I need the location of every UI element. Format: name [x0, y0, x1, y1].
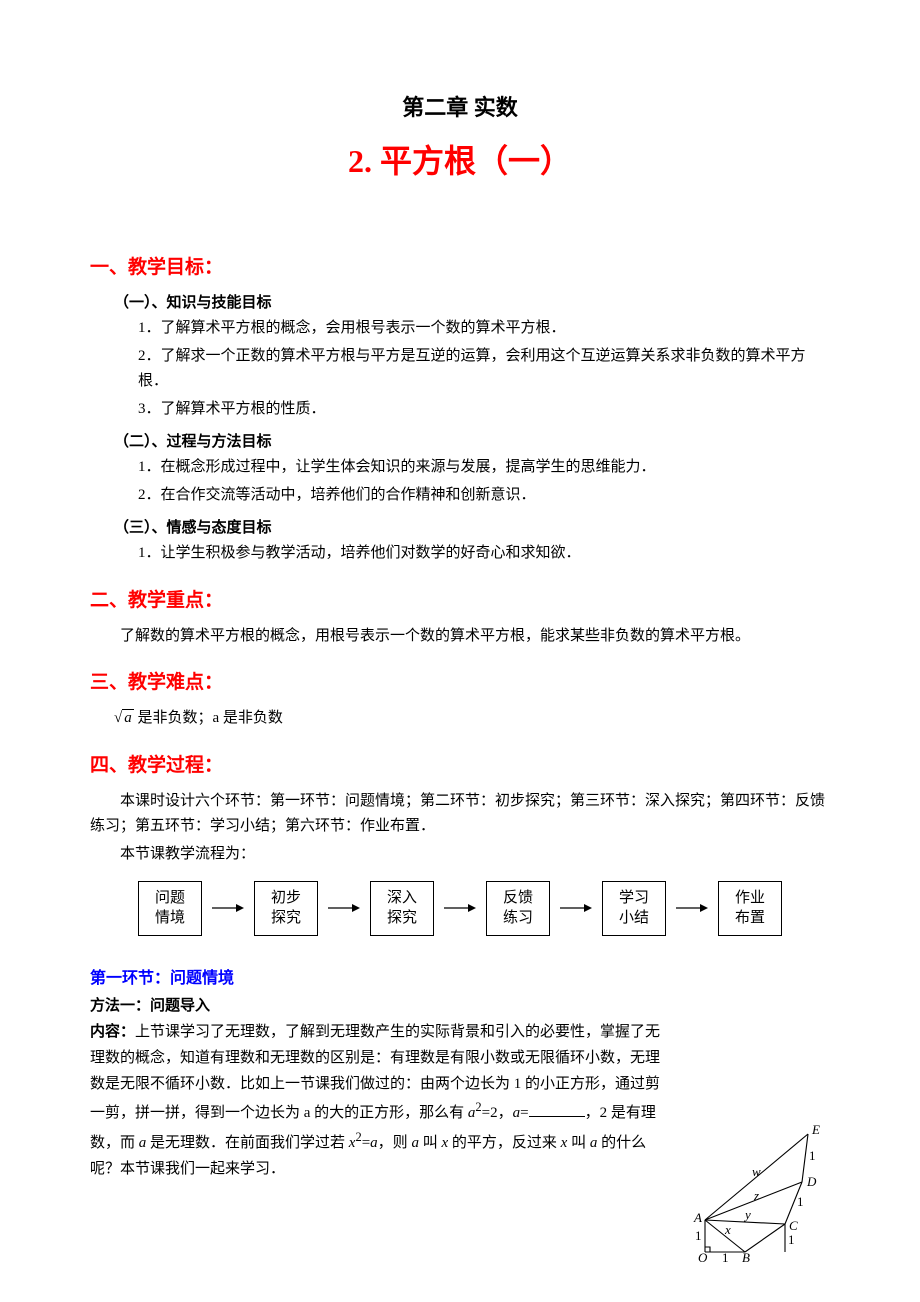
flow-intro: 本节课教学流程为： [90, 842, 830, 868]
goals-sub1-heading: （一）、知识与技能目标 [114, 291, 830, 312]
flow-node-2: 初步 探究 [254, 881, 318, 936]
flow-node-1-l1: 问题 [155, 890, 185, 906]
stage1-heading: 第一环节：问题情境 [90, 964, 830, 988]
focus-text: 了解数的算术平方根的概念，用根号表示一个数的算术平方根，能求某些非负数的算术平方… [90, 624, 830, 650]
goals-sub3-item1: 1．让学生积极参与教学活动，培养他们对数学的好奇心和求知欲． [138, 541, 830, 567]
blank-input [529, 1103, 585, 1118]
eq2-mid: ，则 [378, 1135, 412, 1151]
lesson-title: 2. 平方根（一） [90, 136, 830, 182]
sqrt-prefix: √ [114, 710, 122, 726]
flowchart: 问题 情境 初步 探究 深入 探究 反馈 练习 学习 小结 [90, 881, 830, 936]
fig-one-OA: 1 [695, 1228, 702, 1243]
difficulty-text: √a 是非负数；a 是非负数 [114, 706, 830, 732]
flow-node-5-l1: 学习 [619, 890, 649, 906]
section-focus-heading: 二、教学重点： [90, 585, 830, 612]
flow-node-2-l2: 探究 [271, 910, 301, 926]
sqrt-radicand: a [122, 709, 134, 726]
goals-sub2-item1: 1．在概念形成过程中，让学生体会知识的来源与发展，提高学生的思维能力． [138, 455, 830, 481]
method1-heading: 方法一：问题导入 [90, 994, 830, 1015]
fig-label-O: O [698, 1250, 708, 1262]
fig-label-C: C [789, 1218, 798, 1233]
fig-label-E: E [811, 1122, 820, 1137]
flow-node-3: 深入 探究 [370, 881, 434, 936]
goals-sub1-item3: 3．了解算术平方根的性质． [138, 397, 830, 423]
goals-sub1-item2: 2．了解求一个正数的算术平方根与平方是互逆的运算，会利用这个互逆运算关系求非负数… [138, 344, 830, 395]
goals-sub2-item2: 2．在合作交流等活动中，培养他们的合作精神和创新意识． [138, 483, 830, 509]
flow-node-6-l2: 布置 [735, 910, 765, 926]
flow-node-4: 反馈 练习 [486, 881, 550, 936]
flow-node-5: 学习 小结 [602, 881, 666, 936]
eq1-rest: =2， [482, 1105, 513, 1121]
fig-y: y [743, 1207, 751, 1222]
eq2-eqa: = [362, 1135, 370, 1151]
goals-sub3-heading: （三）、情感与态度目标 [114, 516, 830, 537]
fig-label-A: A [693, 1210, 702, 1225]
flow-node-3-l1: 深入 [387, 890, 417, 906]
flow-node-5-l2: 小结 [619, 910, 649, 926]
process-intro: 本课时设计六个环节：第一环节：问题情境；第二环节：初步探究；第三环节：深入探究；… [90, 789, 830, 840]
eq2-a: a [370, 1135, 378, 1151]
flow-node-4-l2: 练习 [503, 910, 533, 926]
flow-node-1: 问题 情境 [138, 881, 202, 936]
goals-sub2-heading: （二）、过程与方法目标 [114, 430, 830, 451]
flow-node-6-l1: 作业 [735, 890, 765, 906]
section-goals-heading: 一、教学目标： [90, 252, 830, 279]
fig-w: w [752, 1164, 761, 1179]
difficulty-after: 是非负数；a 是非负数 [134, 710, 283, 726]
eq2-mid2: 叫 [419, 1135, 442, 1151]
section-difficulty-heading: 三、教学难点： [90, 667, 830, 694]
flow-node-6: 作业 布置 [718, 881, 782, 936]
flow-node-3-l2: 探究 [387, 910, 417, 926]
flow-node-4-l1: 反馈 [503, 890, 533, 906]
page: 第二章 实数 2. 平方根（一） 一、教学目标： （一）、知识与技能目标 1．了… [0, 0, 920, 1302]
arrow-icon [212, 902, 244, 914]
fig-label-D: D [806, 1174, 817, 1189]
fig-z: z [753, 1188, 759, 1203]
fig-one-BC: 1 [788, 1232, 795, 1247]
fig-one-CD: 1 [797, 1194, 804, 1209]
content-label: 内容： [90, 1024, 135, 1040]
fig-one-DE: 1 [809, 1148, 816, 1163]
arrow-icon [560, 902, 592, 914]
chapter-title: 第二章 实数 [90, 90, 830, 122]
eq1-eq: = [520, 1105, 528, 1121]
flow-node-2-l1: 初步 [271, 890, 301, 906]
eq1-tail: 是无理数．在前面我们学过若 [146, 1135, 349, 1151]
geometry-figure: A B C D E O 1 1 1 1 1 x y z w [680, 1112, 830, 1262]
section-process-heading: 四、教学过程： [90, 750, 830, 777]
eq2-mid3: 的平方，反过来 [448, 1135, 561, 1151]
fig-x: x [724, 1222, 731, 1237]
arrow-icon [676, 902, 708, 914]
sqrt-icon: √a [114, 706, 134, 732]
goals-sub1-item1: 1．了解算术平方根的概念，会用根号表示一个数的算术平方根． [138, 316, 830, 342]
arrow-icon [444, 902, 476, 914]
eq2-mid4: 叫 [567, 1135, 590, 1151]
arrow-icon [328, 902, 360, 914]
fig-label-B: B [742, 1250, 750, 1262]
flow-node-1-l2: 情境 [155, 910, 185, 926]
eq2-a2: a [411, 1135, 419, 1151]
fig-one-OB: 1 [722, 1250, 729, 1262]
